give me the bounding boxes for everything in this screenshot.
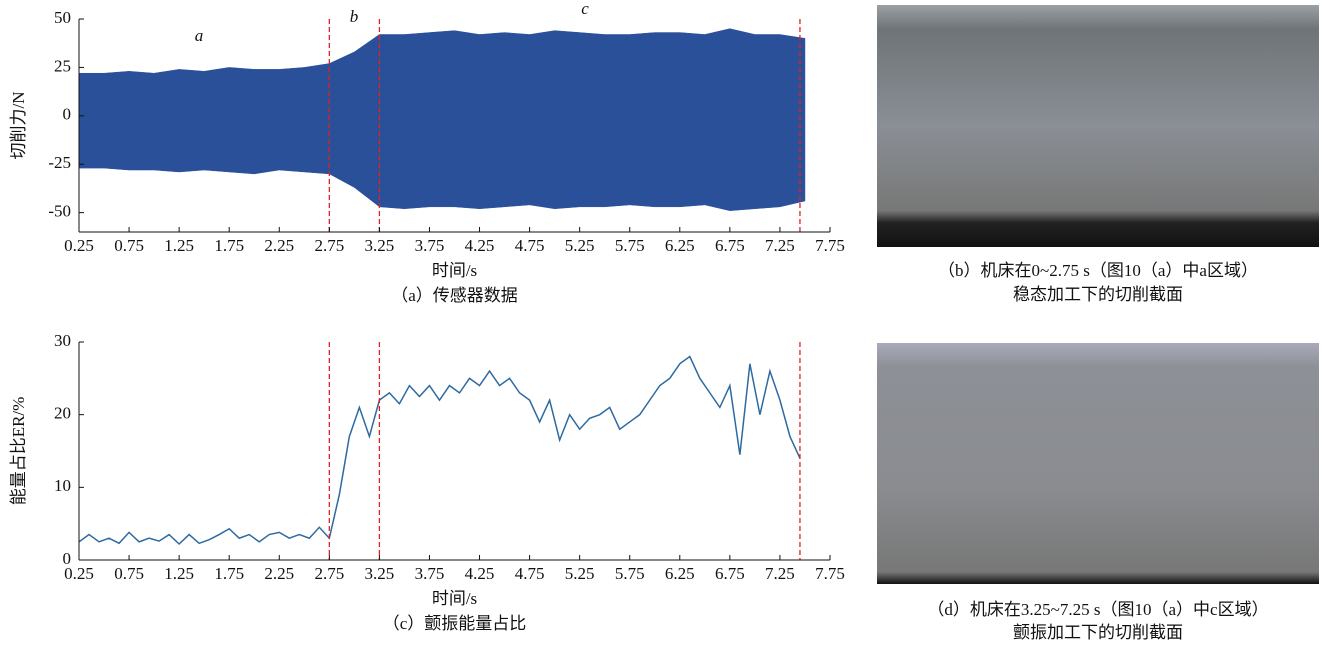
page: （b）机床在0~2.75 s（图10（a）中a区域） 稳态加工下的切削截面 （d… xyxy=(0,0,1324,655)
x-tick-label: 2.75 xyxy=(314,236,344,255)
x-tick-label: 6.75 xyxy=(715,236,745,255)
region-label: b xyxy=(350,7,359,26)
x-tick-label: 3.75 xyxy=(415,564,445,583)
x-tick-label: 2.75 xyxy=(314,564,344,583)
signal-area xyxy=(79,116,805,211)
x-tick-label: 4.75 xyxy=(515,564,545,583)
x-tick-label: 7.25 xyxy=(765,236,795,255)
x-tick-label: 2.25 xyxy=(264,236,294,255)
x-axis-label: 时间/s xyxy=(432,261,477,280)
x-tick-label: 7.75 xyxy=(815,564,845,583)
x-tick-label: 3.25 xyxy=(365,236,395,255)
y-tick-label: 0 xyxy=(63,105,72,124)
photo-caption: 稳态加工下的切削截面 xyxy=(1013,285,1183,304)
y-tick-label: 25 xyxy=(54,56,71,75)
y-axis-label: 能量占比ER/% xyxy=(9,397,28,506)
x-tick-label: 6.75 xyxy=(715,564,745,583)
x-axis-label: 时间/s xyxy=(432,589,477,608)
x-tick-label: 5.25 xyxy=(565,236,595,255)
y-axis-label: 切削力/N xyxy=(9,92,28,160)
y-tick-label: 30 xyxy=(54,331,71,350)
chart-caption: （c）颤振能量占比 xyxy=(383,614,527,633)
x-tick-label: 5.75 xyxy=(615,564,645,583)
x-tick-label: 1.25 xyxy=(164,236,194,255)
x-tick-label: 7.25 xyxy=(765,564,795,583)
photo-chatter xyxy=(877,343,1319,584)
x-tick-label: 0.25 xyxy=(64,564,94,583)
y-tick-label: 20 xyxy=(54,404,71,423)
photo-caption: （d）机床在3.25~7.25 s（图10（a）中c区域） xyxy=(927,600,1268,619)
y-tick-label: 10 xyxy=(54,476,71,495)
x-tick-label: 1.25 xyxy=(164,564,194,583)
region-label: c xyxy=(581,0,589,18)
x-tick-label: 4.25 xyxy=(465,564,495,583)
y-tick-label: 50 xyxy=(54,8,71,27)
series-line xyxy=(79,357,800,544)
y-tick-label: -25 xyxy=(48,153,71,172)
x-tick-label: 2.25 xyxy=(264,564,294,583)
photo-steady xyxy=(877,5,1319,247)
x-tick-label: 5.75 xyxy=(615,236,645,255)
x-tick-label: 4.75 xyxy=(515,236,545,255)
chart-caption: （a）传感器数据 xyxy=(391,286,518,305)
photo-caption: 颤振加工下的切削截面 xyxy=(1013,623,1183,642)
signal-area xyxy=(79,29,805,116)
x-tick-label: 3.75 xyxy=(415,236,445,255)
x-tick-label: 0.75 xyxy=(114,236,144,255)
x-tick-label: 6.25 xyxy=(665,236,695,255)
x-tick-label: 4.25 xyxy=(465,236,495,255)
x-tick-label: 1.75 xyxy=(214,564,244,583)
x-tick-label: 0.75 xyxy=(114,564,144,583)
x-tick-label: 3.25 xyxy=(365,564,395,583)
x-tick-label: 5.25 xyxy=(565,564,595,583)
x-tick-label: 6.25 xyxy=(665,564,695,583)
y-tick-label: -50 xyxy=(48,202,71,221)
x-tick-label: 7.75 xyxy=(815,236,845,255)
region-label: a xyxy=(195,26,204,45)
photo-caption: （b）机床在0~2.75 s（图10（a）中a区域） xyxy=(938,261,1258,280)
x-tick-label: 1.75 xyxy=(214,236,244,255)
figure: （b）机床在0~2.75 s（图10（a）中a区域） 稳态加工下的切削截面 （d… xyxy=(0,0,1324,655)
x-tick-label: 0.25 xyxy=(64,236,94,255)
